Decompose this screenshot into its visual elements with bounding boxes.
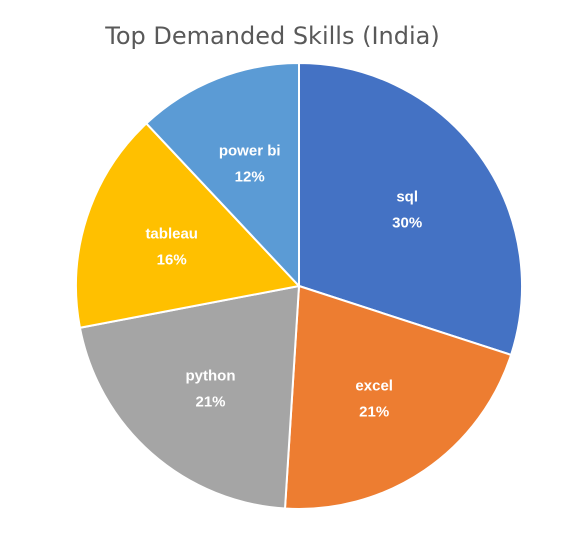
slice-value-label: 16% xyxy=(157,252,187,269)
slice-category-label: tableau xyxy=(145,226,198,243)
slice-category-label: excel xyxy=(355,378,393,395)
pie-slices xyxy=(75,61,523,510)
slice-value-label: 12% xyxy=(235,169,265,186)
pie-labels: sql 30% excel 21% python 21% tableau 16% power b… xyxy=(145,143,422,421)
chart-title: Top Demanded Skills (India) xyxy=(105,22,440,50)
slice-value-label: 21% xyxy=(359,404,389,421)
slice-category-label: python xyxy=(186,367,236,384)
pie-slice-tableau xyxy=(75,122,301,329)
pie-slice-excel xyxy=(283,284,513,510)
slice-value-label: 21% xyxy=(195,393,225,410)
slice-value-label: 30% xyxy=(392,214,422,231)
slice-category-label: sql xyxy=(396,188,418,205)
slice-category-label: power bi xyxy=(219,143,281,160)
pie-slice-sql xyxy=(298,61,523,357)
pie-slice-python xyxy=(78,284,301,510)
pie-slice-power-bi xyxy=(144,61,300,289)
